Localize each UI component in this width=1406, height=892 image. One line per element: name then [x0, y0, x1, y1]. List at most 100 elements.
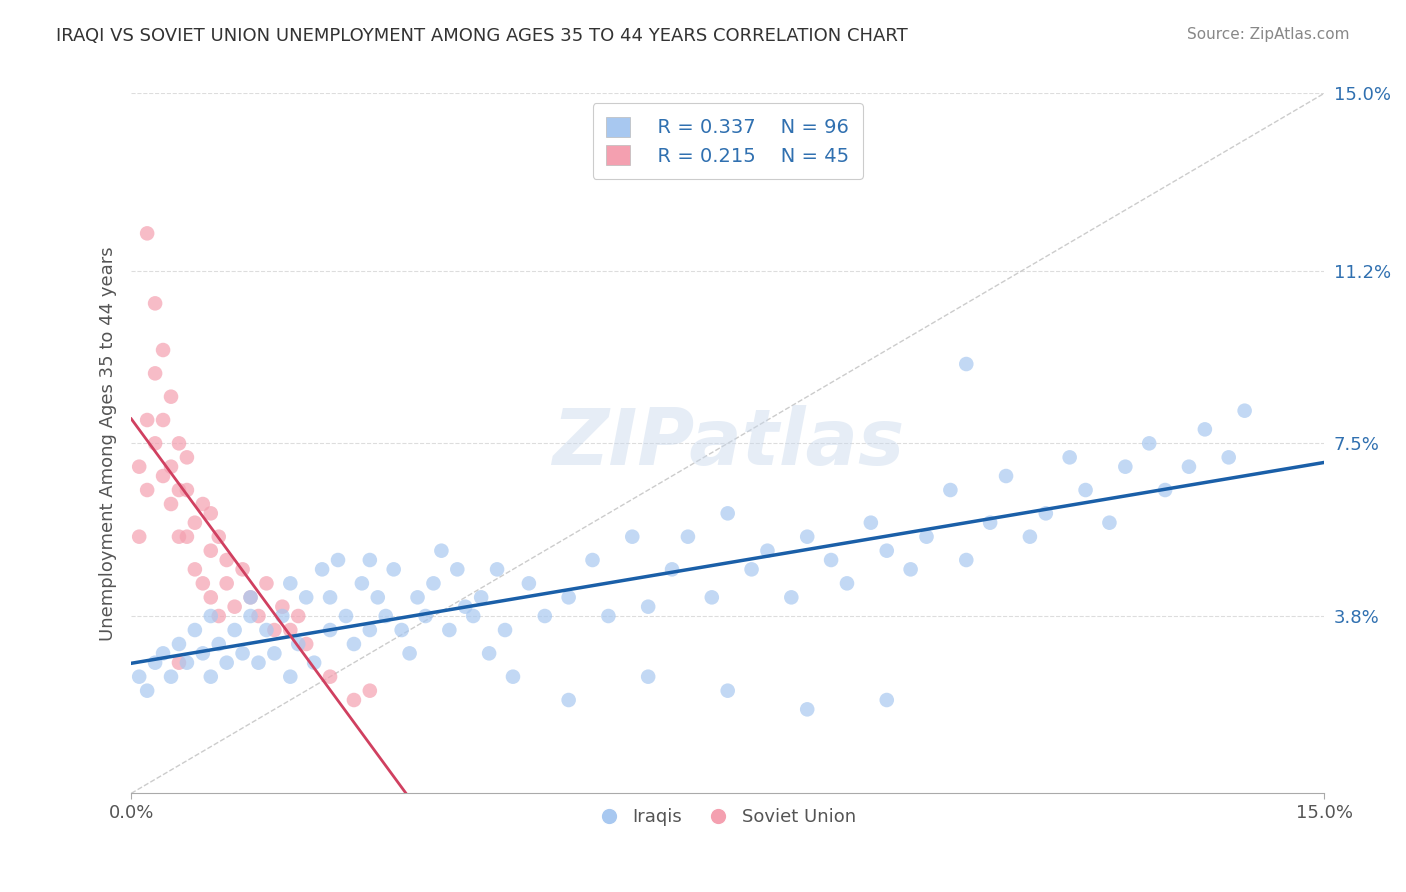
Point	[239, 591, 262, 605]
Point	[167, 530, 190, 544]
Point	[955, 357, 977, 371]
Point	[200, 543, 222, 558]
Point	[247, 656, 270, 670]
Point	[319, 623, 342, 637]
Point	[311, 562, 333, 576]
Point	[319, 670, 342, 684]
Point	[232, 562, 254, 576]
Point	[200, 670, 222, 684]
Point	[143, 656, 166, 670]
Y-axis label: Unemployment Among Ages 35 to 44 years: Unemployment Among Ages 35 to 44 years	[100, 246, 117, 640]
Point	[415, 609, 437, 624]
Point	[350, 576, 373, 591]
Point	[676, 530, 699, 544]
Point	[256, 623, 278, 637]
Point	[1019, 530, 1042, 544]
Point	[128, 670, 150, 684]
Text: IRAQI VS SOVIET UNION UNEMPLOYMENT AMONG AGES 35 TO 44 YEARS CORRELATION CHART: IRAQI VS SOVIET UNION UNEMPLOYMENT AMONG…	[56, 27, 908, 45]
Point	[955, 553, 977, 567]
Point	[517, 576, 540, 591]
Point	[756, 543, 779, 558]
Point	[557, 591, 579, 605]
Point	[143, 436, 166, 450]
Point	[876, 543, 898, 558]
Text: Source: ZipAtlas.com: Source: ZipAtlas.com	[1187, 27, 1350, 42]
Point	[295, 637, 318, 651]
Point	[184, 562, 207, 576]
Point	[167, 483, 190, 497]
Point	[374, 609, 396, 624]
Point	[152, 646, 174, 660]
Point	[215, 656, 238, 670]
Point	[200, 507, 222, 521]
Point	[406, 591, 429, 605]
Point	[232, 646, 254, 660]
Point	[160, 497, 183, 511]
Point	[160, 459, 183, 474]
Point	[533, 609, 555, 624]
Point	[200, 609, 222, 624]
Point	[152, 413, 174, 427]
Point	[319, 591, 342, 605]
Point	[224, 623, 246, 637]
Point	[422, 576, 444, 591]
Point	[717, 507, 740, 521]
Point	[167, 436, 190, 450]
Text: ZIPatlas: ZIPatlas	[551, 405, 904, 482]
Point	[454, 599, 477, 614]
Point	[939, 483, 962, 497]
Point	[335, 609, 357, 624]
Point	[367, 591, 389, 605]
Point	[215, 576, 238, 591]
Point	[1137, 436, 1160, 450]
Point	[160, 390, 183, 404]
Point	[152, 343, 174, 357]
Point	[359, 623, 381, 637]
Point	[263, 623, 285, 637]
Point	[494, 623, 516, 637]
Point	[661, 562, 683, 576]
Point	[152, 469, 174, 483]
Point	[995, 469, 1018, 483]
Point	[1114, 459, 1136, 474]
Point	[717, 683, 740, 698]
Point	[900, 562, 922, 576]
Point	[191, 497, 214, 511]
Point	[128, 530, 150, 544]
Point	[278, 623, 301, 637]
Point	[1178, 459, 1201, 474]
Point	[598, 609, 620, 624]
Point	[502, 670, 524, 684]
Point	[486, 562, 509, 576]
Point	[200, 591, 222, 605]
Point	[1035, 507, 1057, 521]
Point	[979, 516, 1001, 530]
Point	[796, 530, 818, 544]
Point	[343, 637, 366, 651]
Point	[287, 609, 309, 624]
Point	[820, 553, 842, 567]
Point	[859, 516, 882, 530]
Point	[295, 591, 318, 605]
Point	[271, 609, 294, 624]
Point	[835, 576, 858, 591]
Point	[915, 530, 938, 544]
Point	[167, 656, 190, 670]
Legend: Iraqis, Soviet Union: Iraqis, Soviet Union	[592, 801, 863, 833]
Point	[191, 646, 214, 660]
Point	[167, 637, 190, 651]
Point	[557, 693, 579, 707]
Point	[1154, 483, 1177, 497]
Point	[359, 683, 381, 698]
Point	[184, 516, 207, 530]
Point	[700, 591, 723, 605]
Point	[136, 227, 159, 241]
Point	[176, 450, 198, 465]
Point	[463, 609, 485, 624]
Point	[128, 459, 150, 474]
Point	[176, 656, 198, 670]
Point	[143, 296, 166, 310]
Point	[876, 693, 898, 707]
Point	[439, 623, 461, 637]
Point	[176, 483, 198, 497]
